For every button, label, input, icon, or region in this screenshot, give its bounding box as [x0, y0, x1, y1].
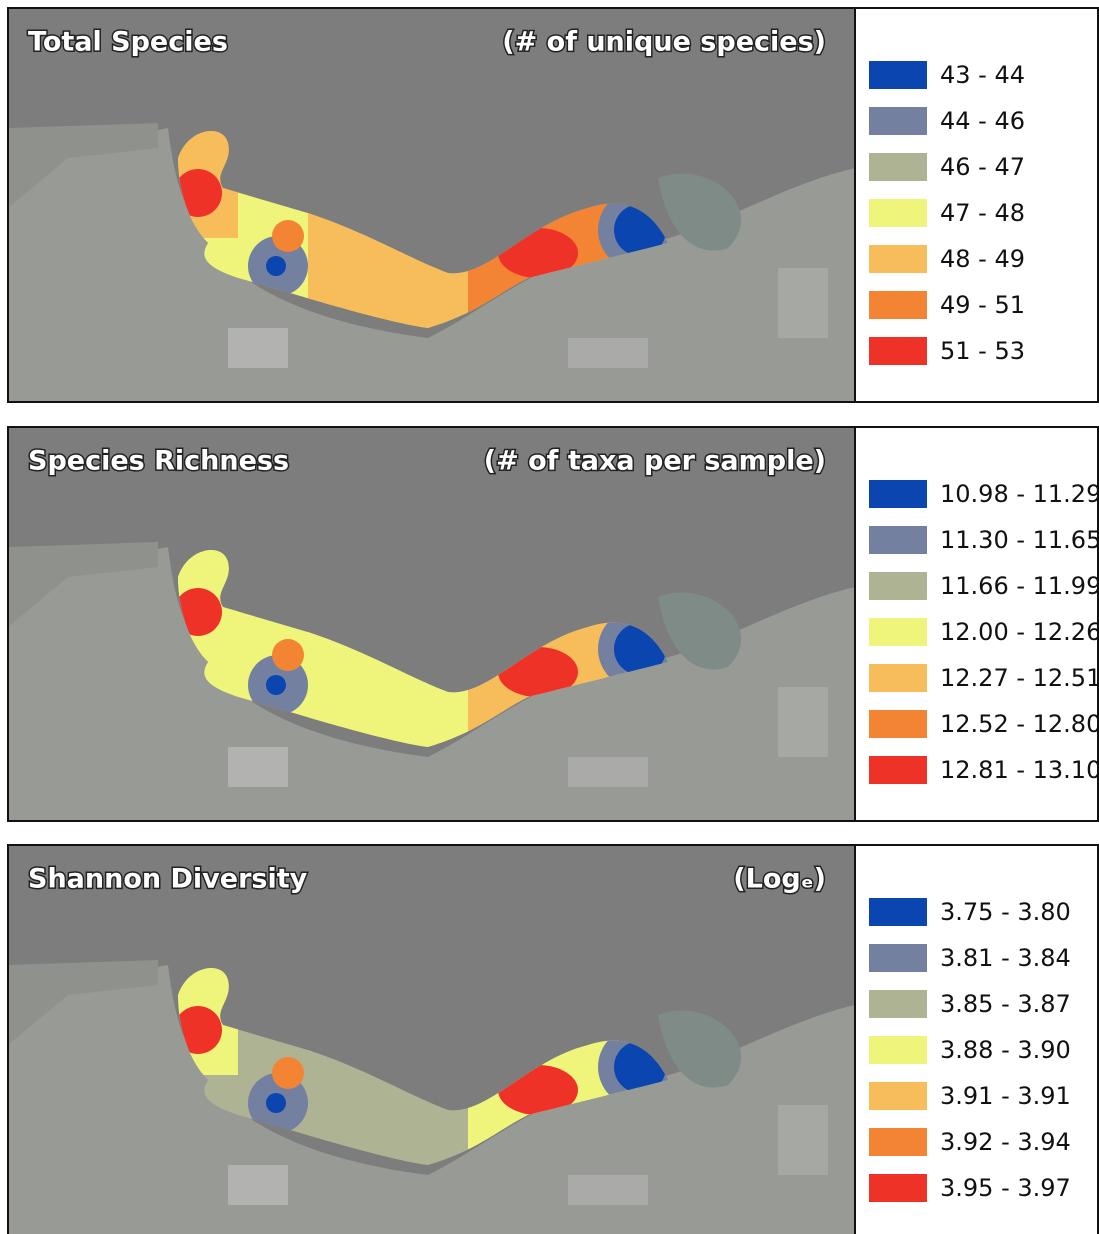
legend-label: 3.75 - 3.80: [940, 898, 1071, 926]
panel-title: Shannon Diversity: [28, 864, 308, 895]
legend-label: 51 - 53: [940, 337, 1025, 365]
legend-label: 44 - 46: [940, 107, 1025, 135]
legend-swatch: [869, 1128, 927, 1156]
legend-label: 3.92 - 3.94: [940, 1128, 1071, 1156]
legend-swatch: [869, 1036, 927, 1064]
legend-swatch: [869, 618, 927, 646]
legend-label: 3.85 - 3.87: [940, 990, 1071, 1018]
legend-swatch: [869, 61, 927, 89]
map: [8, 8, 855, 402]
legend-swatch: [869, 898, 927, 926]
legend-label: 3.95 - 3.97: [940, 1174, 1071, 1202]
legend-label: 3.91 - 3.91: [940, 1082, 1071, 1110]
panel: Shannon Diversity (Logₑ) 3.75 - 3.80 3.81 -…: [8, 845, 1098, 1234]
legend-label: 11.30 - 11.65: [940, 526, 1099, 554]
panel-title: Species Richness: [28, 446, 289, 477]
legend-label: 47 - 48: [940, 199, 1025, 227]
legend-swatch: [869, 199, 927, 227]
map: [8, 845, 855, 1234]
surface-zone: [266, 1093, 286, 1113]
panel-unit: (# of taxa per sample): [484, 446, 826, 477]
legend-swatch: [869, 572, 927, 600]
building: [568, 757, 648, 787]
legend-label: 49 - 51: [940, 291, 1025, 319]
map-figure: Total Species (# of unique species) 43 - 4…: [0, 0, 1099, 1234]
legend-label: 43 - 44: [940, 61, 1025, 89]
figure: Total Species (# of unique species) 43 - 4…: [0, 0, 1099, 1234]
surface-zone: [266, 675, 286, 695]
building: [568, 338, 648, 368]
legend-label: 3.88 - 3.90: [940, 1036, 1071, 1064]
building: [228, 328, 288, 368]
legend-swatch: [869, 337, 927, 365]
legend-swatch: [869, 944, 927, 972]
legend-swatch: [869, 1082, 927, 1110]
building: [778, 1105, 828, 1175]
building: [778, 687, 828, 757]
legend-swatch: [869, 153, 927, 181]
legend-swatch: [869, 526, 927, 554]
surface-zone: [266, 256, 286, 276]
legend-label: 12.00 - 12.26: [940, 618, 1099, 646]
surface-zone: [272, 1057, 304, 1089]
building: [778, 268, 828, 338]
building: [228, 747, 288, 787]
legend-label: 11.66 - 11.99: [940, 572, 1099, 600]
legend-label: 48 - 49: [940, 245, 1025, 273]
legend-swatch: [869, 245, 927, 273]
legend-label: 46 - 47: [940, 153, 1025, 181]
legend-swatch: [869, 710, 927, 738]
panel-unit: (# of unique species): [502, 27, 826, 58]
building: [568, 1175, 648, 1205]
legend-swatch: [869, 756, 927, 784]
map: [8, 427, 855, 821]
legend-label: 10.98 - 11.29: [940, 480, 1099, 508]
legend-swatch: [869, 664, 927, 692]
panel-unit: (Logₑ): [733, 864, 826, 895]
legend-swatch: [869, 291, 927, 319]
legend-swatch: [869, 107, 927, 135]
legend-swatch: [869, 990, 927, 1018]
legend-label: 12.52 - 12.80: [940, 710, 1099, 738]
surface-zone: [272, 639, 304, 671]
legend-label: 12.27 - 12.51: [940, 664, 1099, 692]
legend-swatch: [869, 480, 927, 508]
legend-label: 12.81 - 13.10: [940, 756, 1099, 784]
panel: Total Species (# of unique species) 43 - 4…: [8, 8, 1098, 402]
panel: Species Richness (# of taxa per sample) 10…: [8, 427, 1099, 821]
legend-label: 3.81 - 3.84: [940, 944, 1071, 972]
legend-swatch: [869, 1174, 927, 1202]
building: [228, 1165, 288, 1205]
surface-zone: [272, 220, 304, 252]
panel-title: Total Species: [28, 27, 228, 58]
